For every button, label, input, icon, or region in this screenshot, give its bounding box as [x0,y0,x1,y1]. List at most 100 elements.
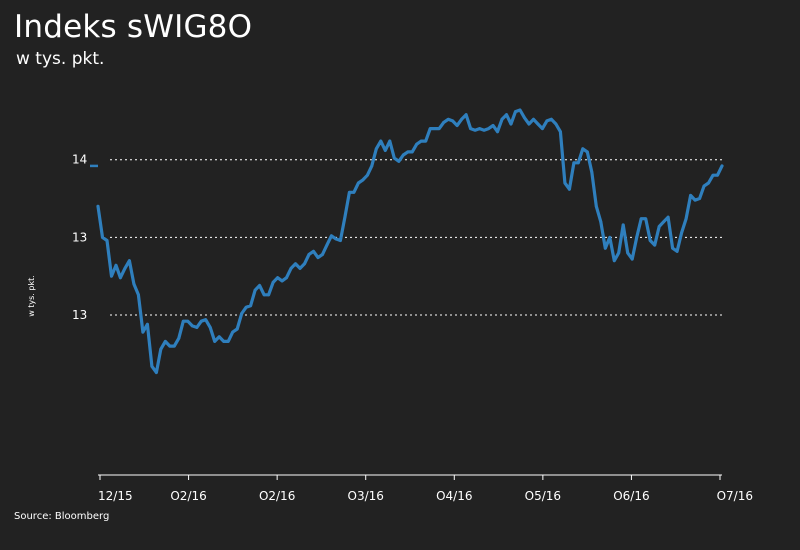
data-point [397,159,401,163]
gridlines [110,159,722,316]
data-point [388,139,392,143]
data-point [505,113,508,117]
data-point [585,150,589,154]
data-point [352,190,356,194]
data-point [258,284,262,287]
data-point [415,142,419,146]
data-point [576,161,580,165]
data-point [110,274,113,278]
data-point [599,220,603,224]
data-point [554,122,558,126]
data-point [487,127,490,131]
x-tick-label: O2/16 [170,489,206,503]
data-point [199,319,203,323]
data-point [567,187,571,191]
data-point [208,326,212,329]
data-point [285,276,288,280]
data-point [527,122,531,126]
data-point [671,246,675,250]
data-point [707,181,710,185]
data-point [433,127,437,131]
data-point [213,340,217,343]
data-point [325,243,329,247]
data-point [657,225,661,228]
data-point [298,267,302,270]
data-point [150,364,154,368]
data-point [280,279,284,283]
data-point [478,127,481,131]
data-point [316,256,320,259]
x-tick-label: O3/16 [348,489,384,503]
x-tick-label: O6/16 [613,489,649,503]
data-point [141,330,145,334]
data-point [473,128,477,132]
data-point [523,116,526,120]
data-point [518,108,522,112]
data-point [195,326,199,329]
y-tick-label: 14 [72,153,87,167]
data-point [563,181,567,185]
data-point [154,371,158,374]
data-point [334,237,338,241]
data-point [581,147,585,151]
data-point [181,319,185,323]
data-point [630,257,634,261]
data-point [172,344,176,348]
data-point [545,119,549,123]
data-point [702,184,706,188]
data-point [509,122,513,126]
data-point [716,173,719,177]
data-point [128,259,131,263]
data-point [693,198,697,202]
data-point [464,113,468,117]
data-point [392,156,396,160]
data-point [226,340,230,343]
x-tick-label: O4/16 [436,489,472,503]
data-point [666,215,670,219]
data-point [137,293,140,297]
data-point [114,263,118,267]
data-point [123,267,127,270]
data-point [163,340,167,343]
data-point [590,170,594,174]
data-point [460,117,464,121]
data-point [482,128,486,132]
data-point [330,234,333,238]
data-point [383,148,387,152]
data-point [96,204,100,208]
data-point [235,327,239,331]
data-point [119,276,122,280]
data-point [635,235,639,239]
data-point [222,340,226,343]
data-point [289,267,293,270]
data-point [240,312,244,315]
data-point [253,288,257,292]
data-point [644,217,648,221]
x-tick-label: O7/16 [717,489,753,503]
data-point [603,246,607,250]
data-point [541,127,544,131]
data-point [244,305,248,309]
data-point [307,253,311,256]
data-point [419,139,423,143]
data-point [217,335,221,339]
data-point [572,161,576,165]
data-point [370,164,374,168]
data-point [491,124,495,127]
data-point [684,217,688,221]
chart-title: Indeks sWIG8O [14,9,253,45]
data-point [303,262,306,266]
data-point [204,318,208,322]
data-point [442,121,446,124]
data-point [608,235,612,239]
data-point [424,139,428,143]
data-point [186,319,190,323]
data-point [231,330,235,334]
data-point [639,217,643,221]
data-point [496,130,499,134]
data-point [105,239,109,242]
data-point [321,253,324,256]
data-point [451,119,455,123]
data-point [680,231,683,235]
